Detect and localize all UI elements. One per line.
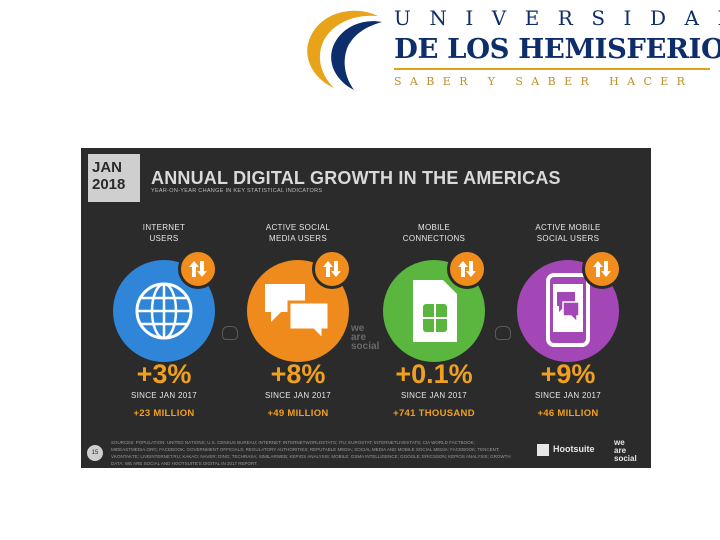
date-month: JAN [92,159,123,176]
mobile-chat-icon [546,273,590,347]
since-internet: SINCE JAN 2017 [130,391,197,400]
absolute-social: +49 MILLION [267,408,329,419]
change-mobile: +0.1% [395,359,473,389]
growth-badge-mobile-social [582,249,622,289]
hootsuite-brand: Hootsuite [553,444,595,454]
up-down-arrows-icon [323,261,341,277]
up-down-arrows-icon [458,261,476,277]
university-title: UNIVERSIDAD DE LOS HEMISFERIOS SABER Y S… [394,6,720,90]
sim-card-icon [413,280,457,342]
growth-badge-social [312,249,352,289]
date-badge: JAN 2018 [88,154,140,202]
mobile-connections-circle [383,260,485,362]
growth-badge-mobile [447,249,487,289]
column-label-mobile: MOBILE CONNECTIONS [402,223,466,243]
chat-bubbles-icon [265,284,331,344]
infographic-slide: JAN 2018 ANNUAL DIGITAL GROWTH IN THE AM… [81,148,651,468]
change-internet: +3% [136,359,192,389]
university-logo-icon [307,10,382,90]
university-name-top: UNIVERSIDAD [394,6,720,30]
absolute-internet: +23 MILLION [133,408,195,419]
page-number: 15 [87,445,103,461]
hootsuite-logo-icon [537,444,549,456]
we-are-social-brand: we are social [614,438,637,463]
growth-badge-internet [178,249,218,289]
up-down-arrows-icon [189,261,207,277]
since-social: SINCE JAN 2017 [264,391,331,400]
sources-text: SOURCES: POPULATION: UNITED NATIONS; U.S… [111,440,511,466]
absolute-mobile: +741 THOUSAND [393,408,475,419]
owl-icon [495,326,511,340]
change-social: +8% [270,359,326,389]
slide-title: ANNUAL DIGITAL GROWTH IN THE AMERICAS [151,168,561,188]
change-mobile-social: +9% [540,359,596,389]
university-name-main: DE LOS HEMISFERIOS [394,33,720,65]
globe-icon [135,282,193,340]
university-motto: SABER Y SABER HACER [394,75,694,88]
absolute-mobile-social: +46 MILLION [537,408,599,419]
since-mobile: SINCE JAN 2017 [400,391,467,400]
date-year: 2018 [92,176,126,193]
since-mobile-social: SINCE JAN 2017 [534,391,601,400]
owl-icon [222,326,238,340]
header-divider [394,68,710,70]
column-label-social: ACTIVE SOCIAL MEDIA USERS [265,223,331,243]
column-label-mobile-social: ACTIVE MOBILE SOCIAL USERS [535,223,601,243]
slide-subtitle: YEAR-ON-YEAR CHANGE IN KEY STATISTICAL I… [151,188,323,194]
column-label-internet: INTERNET USERS [142,223,186,243]
watermark-we-are-social: we are social [351,323,380,352]
up-down-arrows-icon [593,261,611,277]
